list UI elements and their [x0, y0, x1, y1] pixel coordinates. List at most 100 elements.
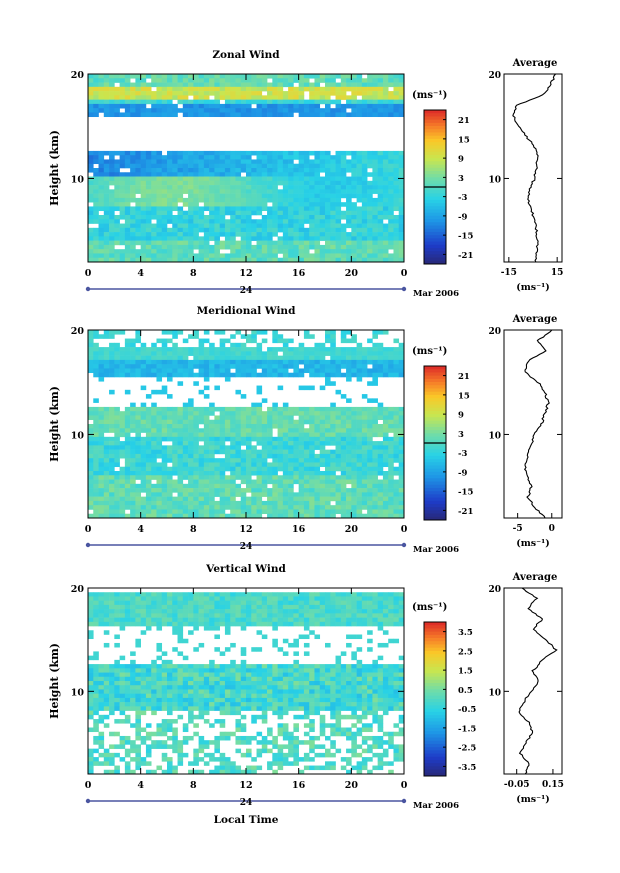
- heatmap-cell: [398, 108, 405, 113]
- heatmap-cell: [177, 159, 184, 165]
- heatmap-cell: [382, 172, 389, 177]
- heatmap-cell: [219, 180, 226, 186]
- heatmap-cell: [161, 78, 168, 83]
- heatmap-cell: [346, 244, 352, 250]
- heatmap-cell: [298, 244, 305, 250]
- heatmap-cell: [135, 411, 141, 416]
- x-tick-label: 16: [292, 524, 306, 535]
- heatmap-cell: [172, 86, 178, 92]
- heatmap-cell: [172, 592, 178, 597]
- heatmap-cell: [224, 630, 231, 635]
- heatmap-cell: [93, 185, 99, 190]
- heatmap-cell: [177, 411, 184, 416]
- heatmap-cell: [224, 351, 231, 356]
- heatmap-cell: [303, 347, 310, 352]
- heatmap-cell: [161, 505, 168, 510]
- heatmap-cell: [325, 82, 331, 88]
- heatmap-cell: [151, 613, 157, 618]
- heatmap-cell: [361, 479, 368, 485]
- heatmap-cell: [351, 210, 357, 216]
- heatmap-cell: [235, 219, 242, 224]
- heatmap-cell: [267, 496, 273, 502]
- heatmap-cell: [140, 172, 147, 177]
- heatmap-cell: [130, 424, 136, 429]
- heatmap-cell: [319, 424, 326, 429]
- heatmap-cell: [145, 364, 152, 369]
- heatmap-cell: [135, 108, 141, 113]
- heatmap-cell: [346, 462, 352, 468]
- x-tick-label: 16: [292, 268, 306, 279]
- heatmap-cell: [156, 185, 163, 190]
- heatmap-cell: [246, 436, 252, 442]
- heatmap-cell: [98, 163, 105, 169]
- heatmap-cell: [230, 240, 236, 246]
- heatmap-cell: [309, 364, 315, 369]
- heatmap-cell: [272, 509, 278, 515]
- heatmap-cell: [193, 621, 199, 627]
- heatmap-cell: [251, 445, 257, 450]
- heatmap-cell: [277, 432, 284, 438]
- heatmap-cell: [377, 74, 384, 79]
- heatmap-cell: [303, 505, 310, 510]
- heatmap-cell: [140, 176, 147, 182]
- heatmap-cell: [203, 86, 210, 92]
- heatmap-cell: [361, 411, 368, 416]
- heatmap-cell: [246, 189, 252, 194]
- heatmap-cell: [398, 103, 405, 109]
- heatmap-cell: [367, 163, 373, 169]
- heatmap-cell: [367, 596, 373, 601]
- heatmap-cell: [272, 249, 278, 254]
- heatmap-cell: [319, 664, 326, 669]
- heatmap-cell: [351, 488, 357, 493]
- heatmap-cell: [230, 419, 236, 425]
- heatmap-cell: [182, 621, 189, 627]
- heatmap-cell: [114, 419, 120, 425]
- heatmap-cell: [182, 74, 189, 79]
- heatmap-cell: [209, 150, 215, 156]
- heatmap-cell: [288, 176, 294, 182]
- heatmap-cell: [267, 479, 273, 485]
- heatmap-cell: [182, 82, 189, 88]
- heatmap-cell: [293, 176, 299, 182]
- heatmap-cell: [393, 103, 400, 109]
- heatmap-cell: [314, 617, 321, 623]
- heatmap-cell: [277, 372, 284, 378]
- heatmap-cell: [335, 436, 342, 442]
- heatmap-cell: [309, 600, 315, 606]
- heatmap-cell: [251, 372, 257, 378]
- heatmap-cell: [198, 112, 205, 118]
- heatmap-cell: [277, 488, 284, 493]
- heatmap-cell: [209, 155, 215, 160]
- heatmap-cell: [351, 368, 357, 374]
- heatmap-cell: [188, 103, 194, 109]
- heatmap-cell: [88, 621, 94, 627]
- heatmap-cell: [282, 651, 289, 656]
- heatmap-cell: [303, 202, 310, 207]
- heatmap-cell: [293, 99, 299, 105]
- heatmap-cell: [382, 368, 389, 374]
- heatmap-cell: [167, 159, 173, 165]
- heatmap-cell: [246, 471, 252, 476]
- heatmap-cell: [309, 428, 315, 433]
- heatmap-cell: [325, 347, 331, 352]
- heatmap-cell: [272, 617, 278, 623]
- heatmap-cell: [135, 202, 141, 207]
- heatmap-cell: [267, 445, 273, 450]
- heatmap-cell: [277, 112, 284, 118]
- heatmap-cell: [309, 82, 315, 88]
- heatmap-cell: [88, 445, 94, 450]
- heatmap-cell: [235, 596, 242, 601]
- heatmap-cell: [277, 163, 284, 169]
- heatmap-cell: [209, 492, 215, 497]
- heatmap-cell: [330, 609, 336, 614]
- heatmap-cell: [88, 613, 94, 618]
- heatmap-cell: [103, 249, 110, 254]
- heatmap-cell: [282, 150, 289, 156]
- heatmap-cell: [261, 227, 268, 233]
- heatmap-cell: [88, 253, 94, 259]
- heatmap-cell: [93, 342, 99, 348]
- heatmap-cell: [193, 441, 199, 446]
- heatmap-cell: [119, 347, 126, 352]
- heatmap-cell: [177, 415, 184, 421]
- heatmap-cell: [325, 176, 331, 182]
